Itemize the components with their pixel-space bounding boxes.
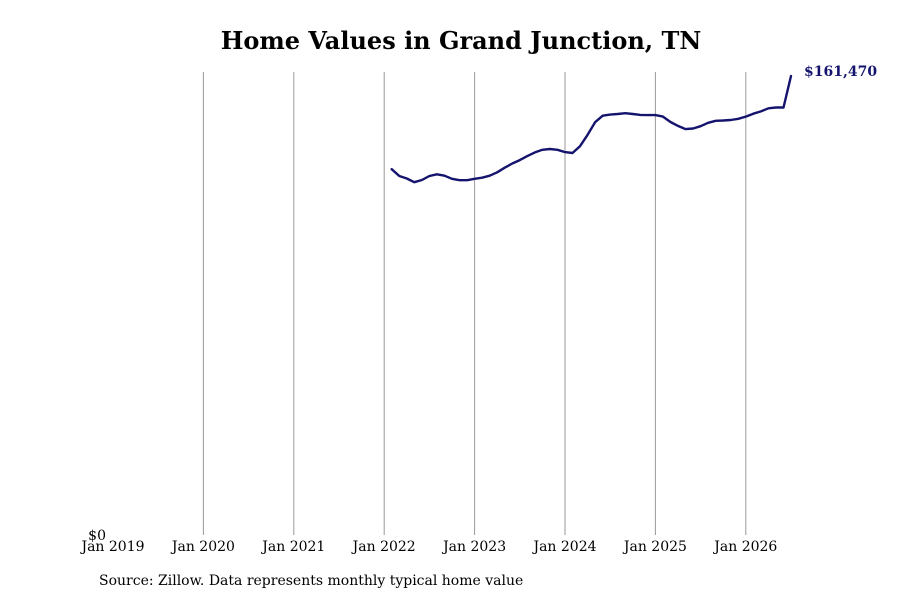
source-note: Source: Zillow. Data represents monthly … [99,573,524,589]
y-axis-tick-labels: $0 [88,528,106,544]
x-axis-tick-labels: Jan 2019 Jan 2020 Jan 2021 Jan 2022 Jan 2023… [79,539,777,555]
chart-title: Home Values in Grand Junction, TN [220,26,702,55]
vertical-grid [202,72,747,535]
x-tick-label: Jan 2022 [351,539,416,555]
x-tick-label: Jan 2021 [260,539,325,555]
y-tick-label: $0 [88,528,106,544]
x-tick-label: Jan 2019 [79,539,144,555]
series-line [390,74,793,184]
x-tick-label: Jan 2024 [531,539,596,555]
x-tick-label: Jan 2023 [441,539,506,555]
end-value-label: $161,470 [804,64,877,80]
x-tick-label: Jan 2026 [712,539,777,555]
x-tick-label: Jan 2025 [622,539,687,555]
x-tick-label: Jan 2020 [170,539,235,555]
